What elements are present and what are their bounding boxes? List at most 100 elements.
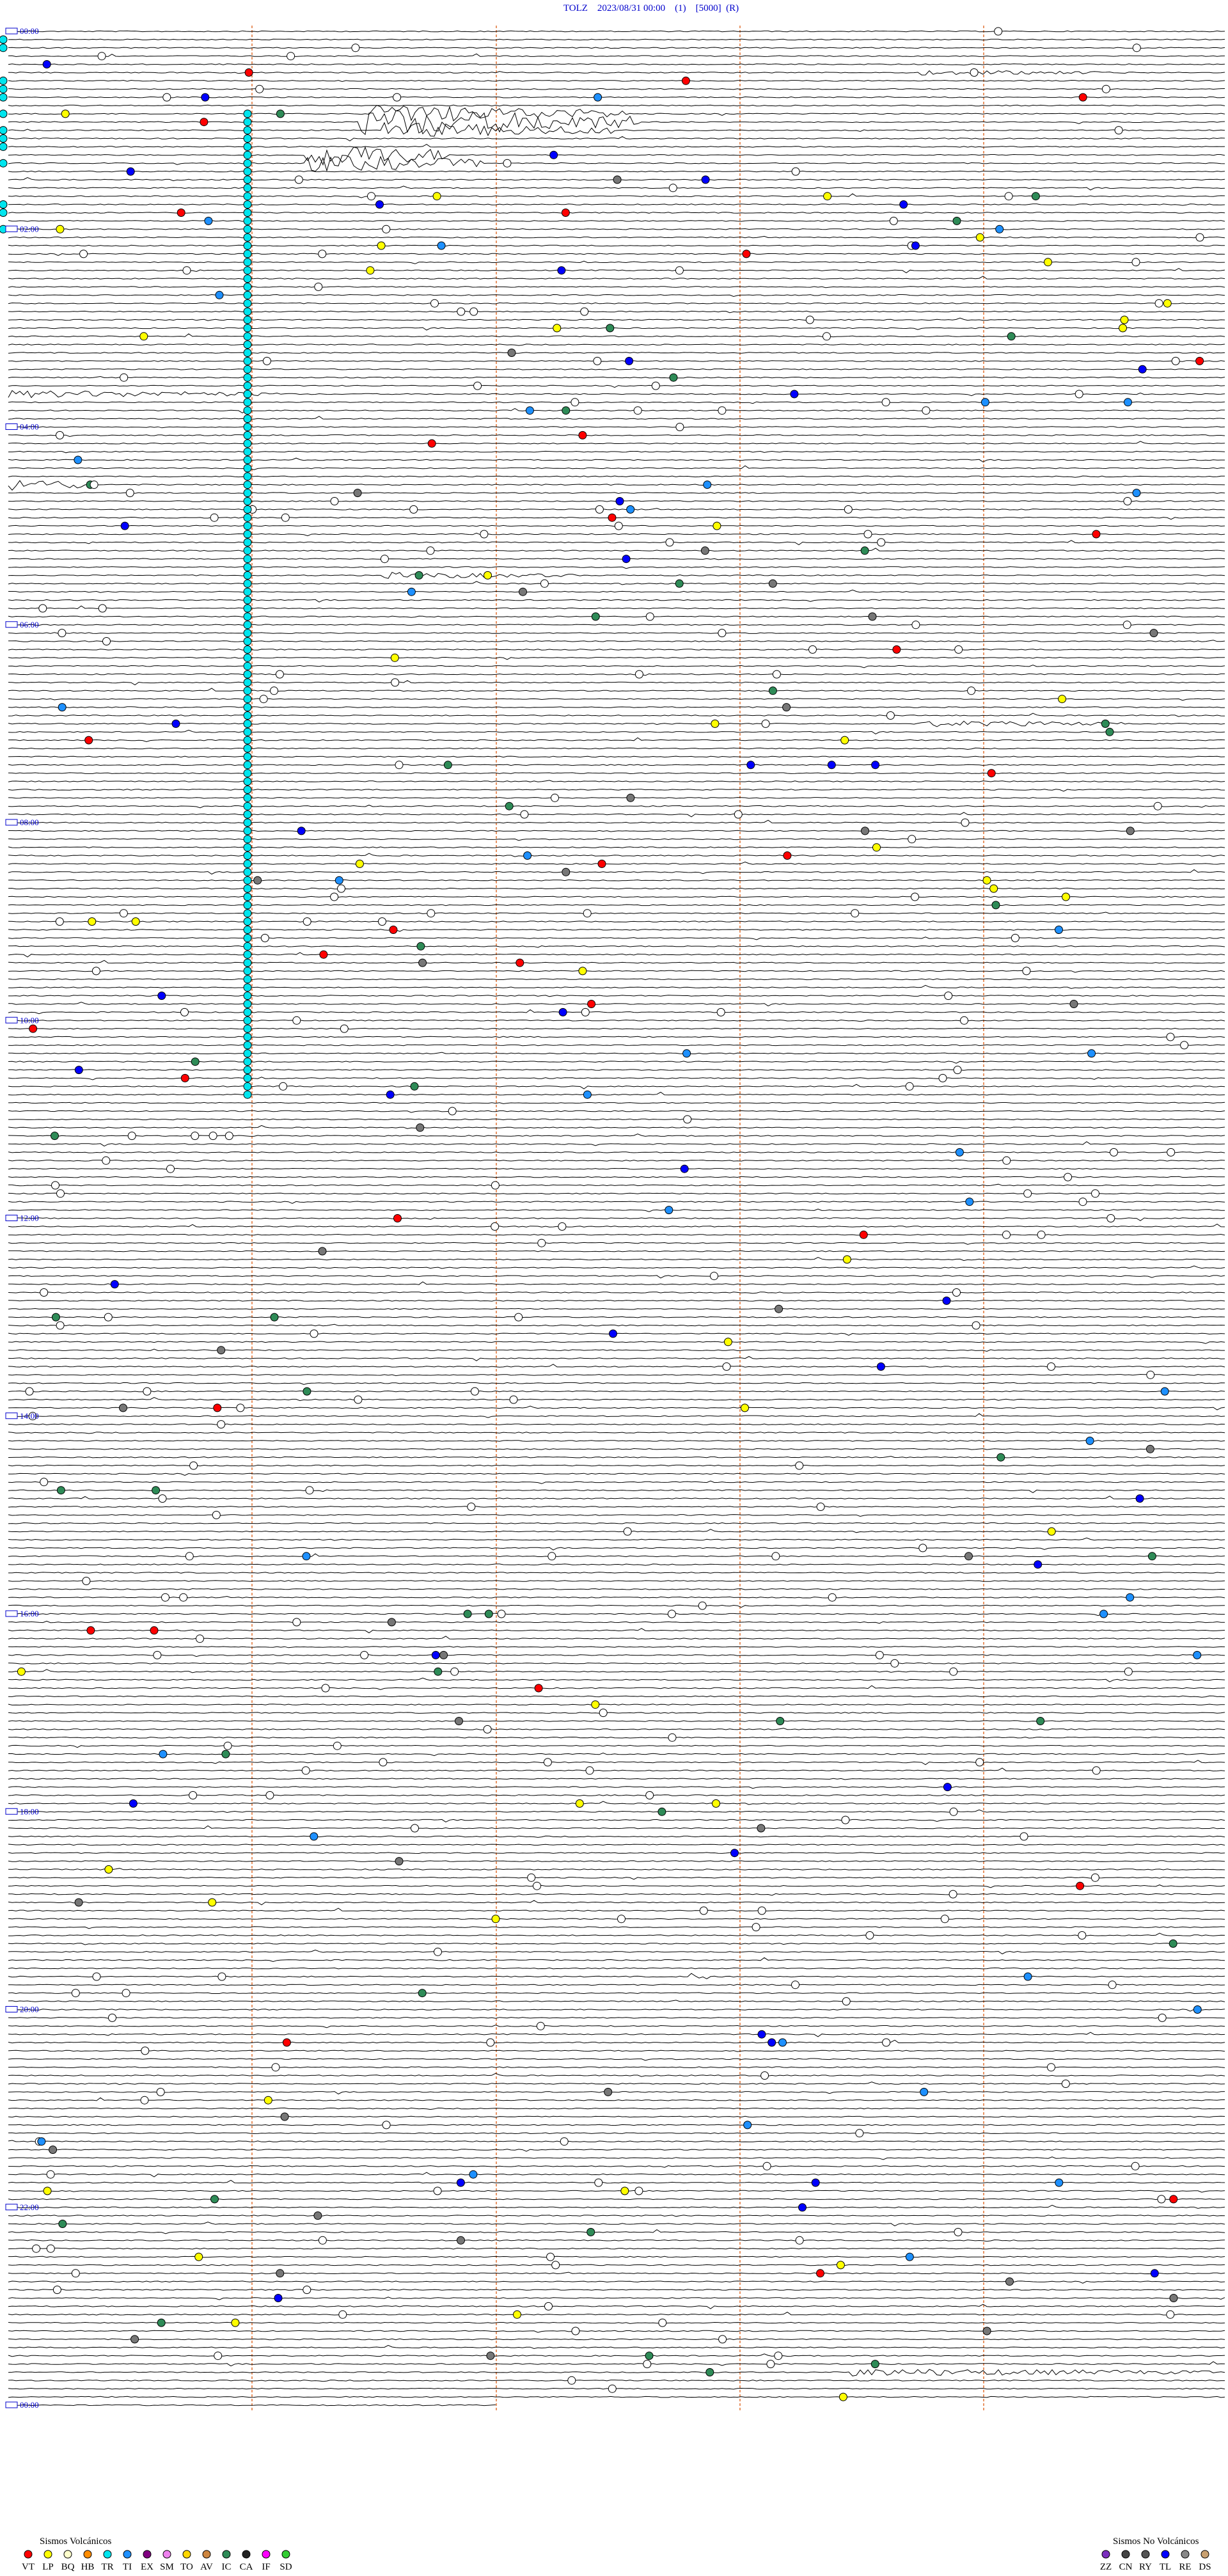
event-marker	[262, 356, 271, 365]
event-marker	[390, 653, 399, 662]
event-marker	[360, 1650, 369, 1659]
trace	[8, 327, 1225, 331]
event-marker	[140, 2096, 149, 2105]
event-marker	[314, 282, 323, 291]
legend-label: TO	[180, 2562, 193, 2572]
hour-marker	[5, 1412, 18, 1419]
trace	[8, 1292, 1225, 1294]
trace	[8, 1613, 1225, 1616]
event-marker	[243, 192, 252, 201]
trace	[8, 945, 1225, 948]
event-marker	[742, 249, 751, 258]
trace	[8, 1373, 1225, 1377]
event-marker	[1047, 1527, 1056, 1536]
trace	[8, 276, 1225, 280]
event-marker	[432, 192, 441, 201]
event-marker	[1101, 84, 1110, 93]
event-marker	[509, 1395, 518, 1404]
event-marker	[243, 480, 252, 489]
event-marker	[886, 711, 895, 720]
trace	[8, 1825, 1225, 1829]
event-marker	[1169, 2294, 1178, 2302]
event-marker	[42, 60, 51, 68]
trace	[8, 1572, 1225, 1574]
event-marker	[450, 1667, 459, 1676]
event-marker	[157, 2318, 166, 2327]
trace	[8, 375, 1225, 379]
event-marker	[110, 1280, 119, 1289]
event-marker	[965, 1197, 974, 1206]
event-marker	[433, 2186, 442, 2195]
hour-marker	[5, 423, 18, 430]
event-marker	[768, 579, 777, 588]
event-marker	[243, 917, 252, 926]
trace	[8, 1102, 1225, 1104]
event-marker	[171, 719, 180, 728]
trace	[8, 47, 1225, 49]
event-marker	[591, 1700, 600, 1709]
trace	[8, 2156, 1225, 2160]
event-marker	[243, 629, 252, 638]
event-marker	[1108, 1980, 1117, 1989]
trace	[8, 2124, 1225, 2126]
event-marker	[243, 1090, 252, 1099]
trace	[8, 2050, 1225, 2052]
event-marker	[682, 1049, 691, 1058]
event-marker	[333, 1741, 342, 1750]
event-marker	[243, 134, 252, 143]
trace	[8, 912, 1225, 915]
event-marker	[243, 835, 252, 844]
trace	[8, 352, 1225, 354]
trace	[8, 1250, 1225, 1252]
event-marker	[437, 241, 446, 250]
trace	[8, 789, 1225, 792]
event-marker	[982, 876, 991, 885]
event-marker	[991, 901, 1000, 910]
trace	[8, 2215, 1225, 2217]
event-marker	[353, 489, 362, 498]
hour-label: 10:00	[20, 1015, 39, 1025]
event-marker	[561, 209, 570, 217]
event-marker	[859, 1230, 868, 1239]
event-marker	[86, 1626, 95, 1635]
trace	[8, 1480, 1225, 1484]
legend-label: RE	[1179, 2562, 1191, 2572]
legend-label: BQ	[61, 2562, 75, 2572]
trace	[8, 2073, 1225, 2077]
event-marker	[411, 1824, 419, 1833]
event-marker	[310, 1832, 319, 1841]
event-marker	[416, 942, 425, 951]
event-marker	[243, 802, 252, 810]
event-marker	[386, 1090, 395, 1099]
event-marker	[243, 109, 252, 118]
legend-swatch	[1101, 2550, 1110, 2559]
event-marker	[270, 686, 278, 695]
event-marker	[318, 2236, 327, 2245]
trace	[8, 1819, 1225, 1822]
trace	[8, 1208, 1225, 1212]
event-marker	[486, 2351, 495, 2360]
event-marker	[657, 1807, 666, 1816]
event-marker	[549, 150, 558, 159]
event-marker	[943, 1783, 952, 1792]
event-marker	[675, 579, 684, 588]
event-marker	[243, 678, 252, 687]
event-marker	[281, 513, 290, 522]
legend-swatch	[262, 2550, 271, 2559]
trace	[8, 480, 1225, 491]
event-marker	[243, 645, 252, 654]
event-marker	[395, 1857, 404, 1866]
event-marker	[130, 2335, 139, 2344]
event-marker	[882, 2038, 891, 2047]
legend-label: ZZ	[1100, 2562, 1112, 2572]
trace	[8, 861, 1225, 865]
trace	[8, 2361, 1225, 2367]
trace	[8, 1669, 1225, 1673]
event-marker	[395, 761, 404, 770]
event-marker	[1131, 2161, 1140, 2170]
event-marker	[491, 1915, 500, 1924]
event-marker	[1078, 1931, 1087, 1940]
trace	[8, 1506, 1225, 1508]
event-marker	[868, 612, 877, 621]
trace	[8, 1588, 1225, 1590]
